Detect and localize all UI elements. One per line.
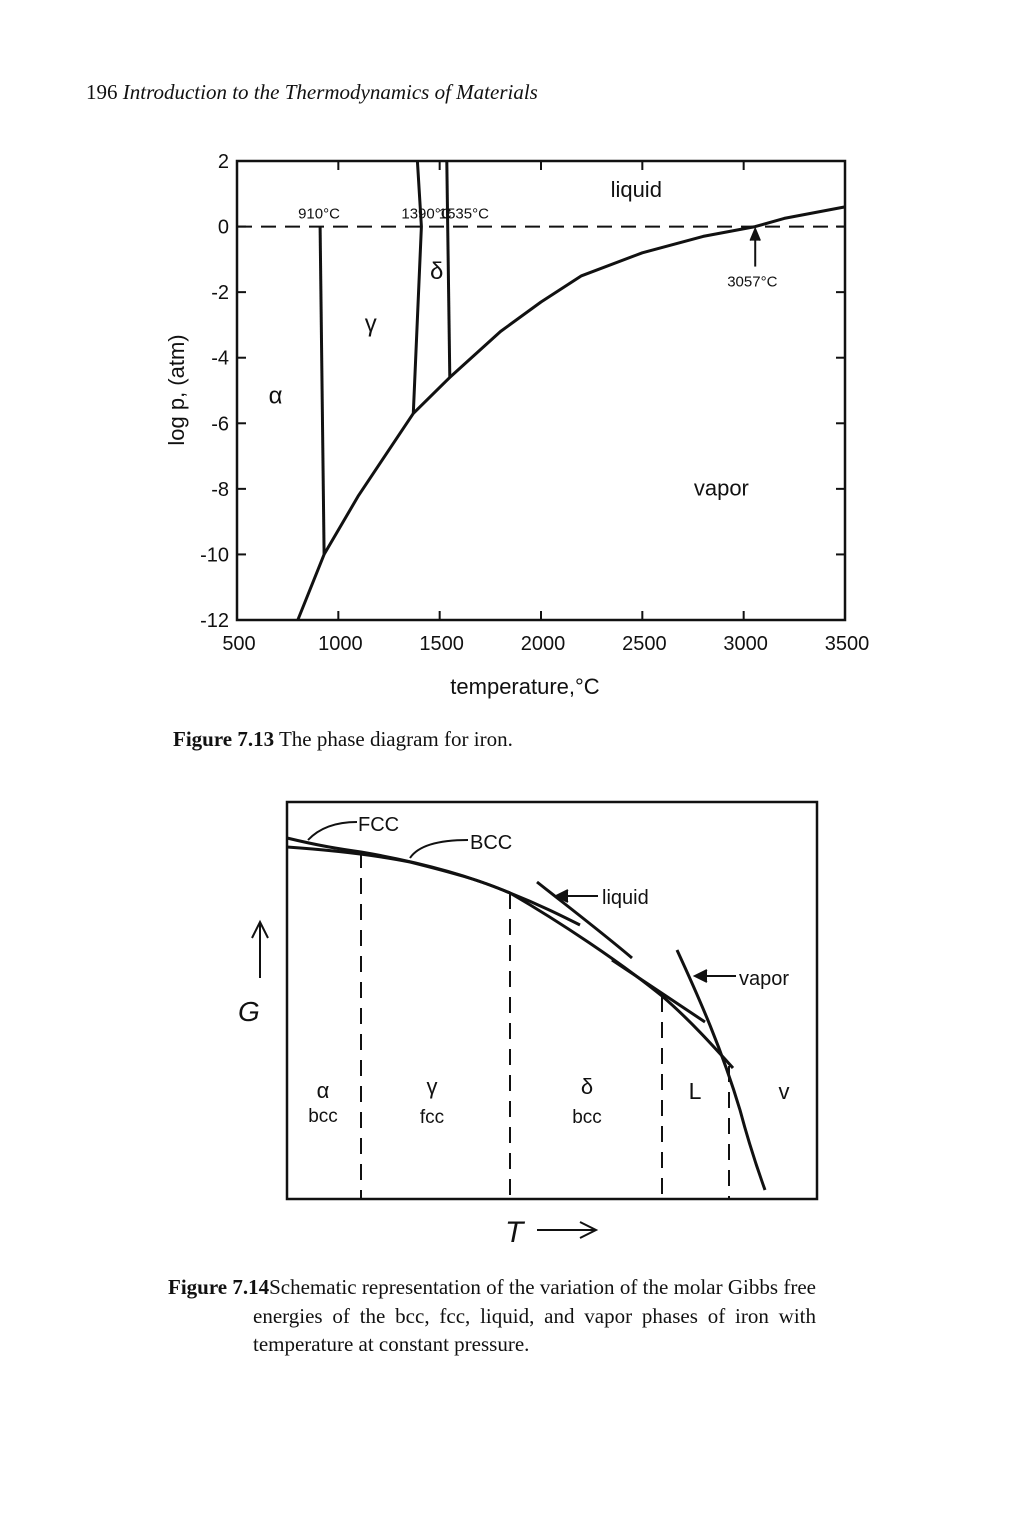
vapor-curve	[675, 949, 767, 1191]
schematic-frame	[285, 800, 819, 1201]
region-gamma-phase: γ	[427, 1074, 438, 1099]
axis-ticks	[236, 160, 846, 621]
x-tick-label: 1000	[318, 633, 363, 655]
temperature-annotation: 1390°C	[401, 206, 451, 223]
y-tick-label: -4	[211, 348, 229, 370]
y-tick-label: -12	[200, 610, 229, 632]
transition-lines	[360, 852, 730, 1199]
t-axis-arrowhead	[579, 1221, 599, 1239]
region-alpha: α	[269, 383, 283, 410]
page-header: 196 Introduction to the Thermodynamics o…	[86, 80, 538, 105]
g-axis-label: G	[238, 996, 260, 1027]
x-tick-label: 2000	[521, 633, 566, 655]
vapor-label: vapor	[739, 968, 789, 990]
bcc-label: BCC	[470, 832, 512, 854]
liquid-label: liquid	[602, 887, 649, 909]
temperature-annotation: 3057°C	[727, 274, 777, 291]
delta-liquid-boundary	[445, 160, 452, 378]
y-tick-label: -8	[211, 479, 229, 501]
y-tick-label: 0	[218, 217, 229, 239]
caption-text: Schematic representation of the variatio…	[253, 1275, 816, 1356]
y-axis-label: log p, (atm)	[164, 334, 189, 445]
y-tick-label: -2	[211, 282, 229, 304]
figure-7-13-phase-diagram	[235, 159, 847, 622]
x-tick-label: 500	[222, 633, 255, 655]
fcc-leader	[307, 821, 358, 841]
region-gamma: γ	[365, 310, 377, 337]
g-axis-arrowhead	[251, 919, 269, 939]
fcc-label: FCC	[358, 814, 399, 836]
x-tick-label: 2500	[622, 633, 667, 655]
t-axis-label: T	[505, 1216, 526, 1249]
region-alpha-structure: bcc	[308, 1106, 338, 1127]
temperature-annotation: 1535°C	[439, 206, 489, 223]
region-alpha-phase: α	[317, 1078, 330, 1103]
liquid-curve	[536, 880, 633, 960]
liquid-arrowhead	[553, 889, 569, 903]
figure-7-14-gibbs-schematic	[251, 800, 819, 1239]
caption-text: The phase diagram for iron.	[278, 727, 513, 751]
temperature-annotation: 910°C	[298, 206, 340, 223]
x-tick-label: 3500	[825, 633, 870, 655]
gamma-delta-boundary	[411, 160, 423, 414]
plot-frame	[235, 159, 847, 622]
region-delta-phase: δ	[581, 1074, 593, 1099]
figure-7-14-labels: FCC BCC liquid vapor G T α bcc γ fcc δ b…	[238, 814, 790, 1249]
region-delta: δ	[430, 258, 443, 285]
liquid-curve-low	[611, 958, 706, 1024]
region-vapor-phase: v	[779, 1079, 790, 1104]
vapor-arrowhead	[692, 969, 708, 983]
region-liquid: liquid	[611, 177, 662, 202]
book-title: Introduction to the Thermodynamics of Ma…	[122, 80, 538, 104]
figure-7-14-caption: Figure 7.14 Schematic representation of …	[168, 1273, 816, 1359]
x-tick-label: 3000	[723, 633, 768, 655]
caption-label: Figure 7.13	[173, 727, 275, 751]
x-axis-label: temperature,°C	[450, 674, 600, 699]
triple-point-arrowhead	[749, 226, 761, 241]
alpha-gamma-boundary	[318, 226, 326, 555]
region-delta-structure: bcc	[572, 1107, 602, 1128]
fcc-curve	[286, 836, 581, 927]
y-tick-label: -10	[200, 544, 229, 566]
x-tick-label: 1500	[419, 633, 464, 655]
phase-boundaries	[237, 160, 846, 621]
region-liquid-phase: L	[689, 1078, 702, 1104]
page-number: 196	[86, 80, 118, 104]
y-tick-label: -6	[211, 413, 229, 435]
figure-7-13-labels: 500 1000 1500 2000 2500 3000 3500 2 0 -2 -4 -6 -8 -10…	[164, 151, 869, 699]
figure-7-13-caption: Figure 7.13 The phase diagram for iron.	[173, 727, 513, 752]
y-tick-label: 2	[218, 151, 229, 173]
region-gamma-structure: fcc	[420, 1107, 444, 1128]
vaporization-curve	[296, 205, 846, 621]
bcc-leader	[409, 839, 469, 859]
region-vapor: vapor	[694, 475, 749, 500]
caption-label: Figure 7.14	[168, 1275, 270, 1299]
